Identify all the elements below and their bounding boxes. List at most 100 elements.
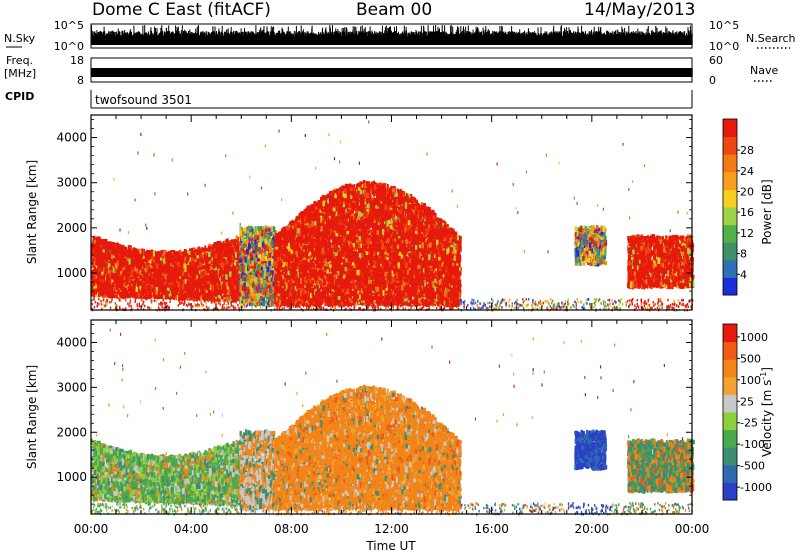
echo-cell [223, 242, 227, 247]
echo-cell [147, 276, 150, 282]
echo-cell [142, 274, 146, 278]
echo-cell [200, 257, 202, 262]
echo-cell [171, 289, 174, 295]
echo-cell [219, 273, 221, 276]
echo-cell [164, 286, 167, 291]
echo-cell [234, 259, 237, 266]
echo-cell [229, 277, 231, 283]
echo-cell [212, 272, 215, 279]
echo-cell [214, 249, 218, 254]
echo-cell [231, 267, 235, 273]
echo-cell [165, 290, 168, 297]
echo-cell [183, 292, 186, 299]
echo-cell [231, 286, 234, 291]
echo-cell [201, 247, 204, 252]
echo-cell [191, 275, 194, 282]
echo-cell [235, 269, 239, 274]
echo-cell [91, 247, 93, 250]
echo-cell [91, 265, 94, 269]
echo-cell [114, 258, 117, 264]
echo-cell [188, 250, 191, 255]
echo-cell [203, 281, 206, 285]
echo-cell [221, 277, 224, 282]
echo-cell [142, 287, 145, 294]
echo-cell [137, 281, 140, 287]
echo-cell [199, 262, 203, 267]
echo-cell [225, 282, 228, 287]
echo-cell [177, 281, 180, 288]
echo-cell [218, 283, 221, 288]
echo-cell [136, 256, 138, 261]
echo-cell [219, 270, 223, 274]
echo-cell [192, 291, 195, 295]
echo-cell [127, 273, 130, 277]
echo-cell [160, 257, 163, 261]
echo-cell [158, 268, 162, 271]
echo-cell [122, 250, 125, 256]
echo-cell [207, 280, 210, 284]
echo-cell [225, 274, 228, 280]
echo-cell [208, 251, 211, 257]
echo-cell [98, 239, 101, 246]
echo-cell [158, 280, 161, 287]
echo-cell [164, 265, 167, 269]
echo-cell [124, 269, 127, 276]
echo-cell [172, 294, 176, 298]
echo-cell [99, 281, 103, 286]
echo-cell [137, 262, 140, 266]
echo-cell [118, 265, 121, 270]
echo-cell [141, 280, 143, 286]
echo-cell [158, 295, 161, 299]
echo-cell [167, 287, 170, 292]
echo-cell [135, 278, 138, 283]
echo-cell [153, 267, 156, 275]
echo-cell [102, 243, 105, 250]
echo-cell [111, 282, 114, 286]
echo-cell [173, 273, 176, 279]
echo-cell [148, 267, 151, 271]
echo-cell [187, 254, 190, 260]
echo-cell [182, 295, 185, 301]
echo-cell [98, 255, 100, 261]
echo-cell [235, 239, 238, 244]
echo-cell [191, 294, 194, 299]
echo-cell [93, 239, 96, 244]
echo-cell [235, 244, 237, 248]
echo-cell [140, 288, 143, 292]
echo-cell [224, 249, 228, 256]
echo-cell [135, 286, 138, 293]
echo-cell [133, 252, 136, 258]
echo-cell [225, 254, 228, 259]
echo-cell [94, 244, 97, 249]
echo-cell [116, 277, 119, 284]
echo-cell [93, 261, 96, 266]
echo-cell [194, 259, 197, 262]
echo-cell [210, 295, 213, 299]
echo-cell [181, 270, 185, 276]
echo-cell [129, 288, 133, 293]
echo-cell [163, 295, 165, 299]
echo-cell [206, 248, 209, 252]
echo-cell [151, 261, 155, 267]
echo-cell [123, 282, 127, 286]
echo-cell [188, 290, 191, 297]
echo-cell [229, 260, 232, 265]
echo-cell [97, 275, 100, 282]
echo-cell [231, 239, 233, 242]
echo-cell [107, 288, 110, 293]
echo-cell [122, 270, 125, 276]
echo-cell [230, 295, 234, 299]
echo-cell [180, 253, 183, 257]
echo-cell [166, 258, 170, 264]
echo-cell [217, 265, 221, 269]
echo-cell [147, 262, 149, 266]
echo-cell [171, 257, 174, 260]
echo-cell [184, 267, 187, 273]
echo-cell [176, 252, 180, 256]
echo-cell [219, 289, 223, 293]
echo-cell [113, 294, 117, 297]
echo-cell [139, 285, 142, 290]
echo-cell [139, 274, 143, 279]
echo-cell [130, 262, 133, 267]
